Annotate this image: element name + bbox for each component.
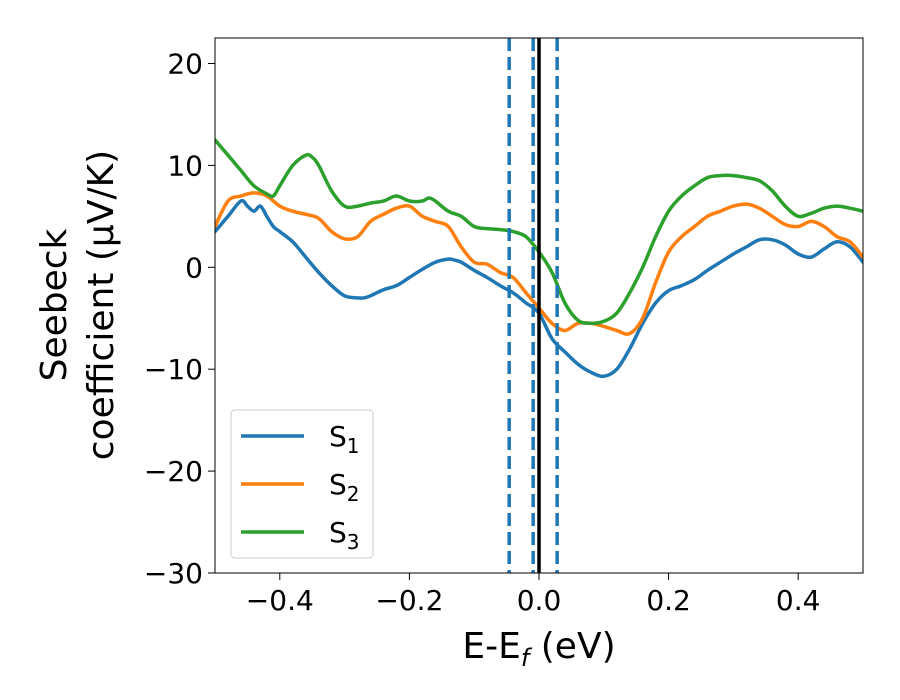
y-ticks: −30 −20 −10 0 10 20	[144, 47, 215, 590]
x-axis-label: E-Ef (eV)	[462, 626, 615, 672]
legend-label-s2: S2	[329, 468, 360, 506]
x-ticks: −0.4 −0.2 0.0 0.2 0.4	[246, 573, 821, 617]
legend-label-s1: S1	[329, 420, 360, 458]
x-axis-label-suffix: (eV)	[529, 626, 615, 667]
y-axis-label-line2: coefficient (μV/K)	[81, 150, 122, 460]
series-line-s3	[215, 138, 863, 326]
vline-layer	[507, 38, 559, 573]
x-axis-label-main: E-E	[462, 626, 520, 667]
y-tick-label: 20	[167, 47, 203, 80]
y-tick-label: −30	[144, 557, 203, 590]
y-tick-label: −20	[144, 455, 203, 488]
x-tick-label: 0.0	[517, 584, 562, 617]
y-axis-label: Seebeck coefficient (μV/K)	[34, 150, 122, 460]
legend-label-s3: S3	[329, 516, 360, 554]
y-axis-label-line1: Seebeck	[34, 228, 75, 381]
series-line-s1	[215, 198, 863, 379]
y-tick-label: −10	[144, 353, 203, 386]
y-tick-label: 10	[167, 149, 203, 182]
x-tick-label: −0.2	[375, 584, 443, 617]
x-tick-label: 0.2	[646, 584, 691, 617]
x-tick-label: 0.4	[776, 584, 821, 617]
y-tick-label: 0	[185, 251, 203, 284]
legend: S1 S2 S3	[230, 409, 374, 559]
x-tick-label: −0.4	[246, 584, 314, 617]
